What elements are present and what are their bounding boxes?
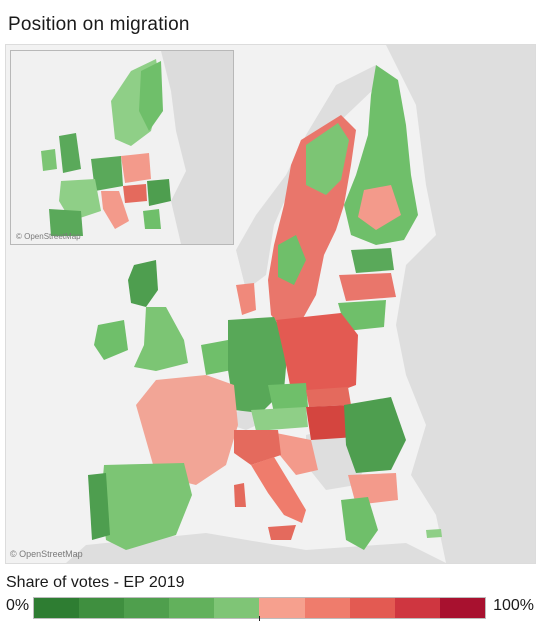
inset-hungary [123,184,147,203]
region-denmark [236,283,256,315]
legend-title: Share of votes - EP 2019 [6,574,185,591]
legend-min-label: 0% [6,597,30,614]
region-latvia [339,273,396,301]
map-view[interactable]: © OpenStreetMap © OpenStreetMap [5,44,536,564]
region-spain [101,463,192,550]
map-canvas [66,45,535,563]
inset-map[interactable]: © OpenStreetMap [10,50,234,245]
region-nonEU-east [386,45,535,563]
region-nonEU-norway [236,65,378,290]
inset-ireland [41,149,57,171]
region-nonEU-africa [66,533,446,563]
legend-swatch-5 [259,598,305,618]
region-greece [341,497,378,550]
legend-swatch-9 [439,598,485,618]
inset-germany [91,156,123,191]
region-sicily [268,525,296,540]
inset-romania [147,179,171,206]
legend-swatch-3 [169,598,215,618]
region-lithuania [338,300,386,331]
inset-poland [121,153,151,183]
legend-swatch-0 [34,598,80,618]
region-austria [251,407,308,431]
region-scotland [128,260,158,307]
map-attribution: © OpenStreetMap [10,549,83,559]
inset-attribution: © OpenStreetMap [16,232,81,241]
region-ireland [94,320,128,360]
region-czechia [268,383,308,413]
legend-swatch-7 [349,598,395,618]
region-italy-north [234,430,281,465]
inset-map-canvas [41,51,233,244]
region-poland [276,313,358,397]
region-sweden-green [306,123,349,195]
region-france [136,375,238,485]
inset-italy [101,191,129,229]
legend-swatch-2 [124,598,170,618]
legend-max-label: 100% [493,597,534,614]
region-portugal [88,473,110,540]
region-benelux [201,340,232,375]
region-finland-red [358,185,401,230]
legend-swatch-6 [304,598,350,618]
region-estonia [351,248,394,273]
inset-finland [139,61,163,131]
inset-greece [143,209,161,229]
legend-swatch-8 [394,598,440,618]
legend-swatch-1 [79,598,125,618]
region-italy-boot [251,457,306,523]
region-slovakia [306,387,351,407]
region-sardinia [234,483,246,507]
inset-spain [49,209,83,236]
page-title: Position on migration [8,14,190,35]
inset-nonEU [161,51,233,244]
region-cyprus [426,529,442,538]
region-bulgaria [348,473,398,505]
legend-midpoint-tick [259,616,260,621]
region-sweden-green2 [278,235,306,285]
legend-swatch-4 [214,598,260,618]
region-croatia [276,433,318,475]
inset-uk [59,133,81,173]
region-hungary [306,405,356,440]
region-england [134,307,188,371]
region-romania [344,397,406,473]
